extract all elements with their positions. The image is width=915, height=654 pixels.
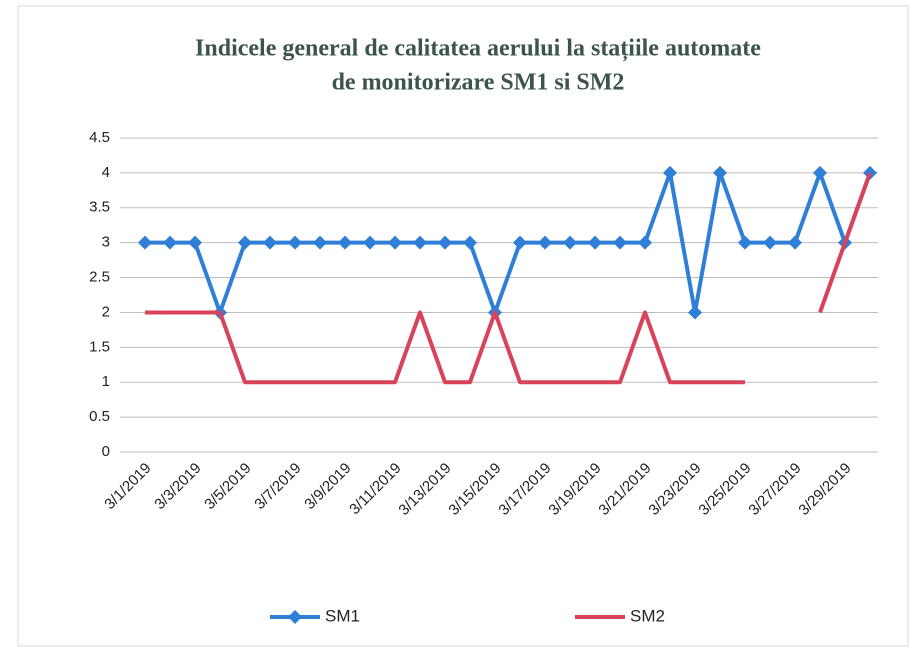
y-tick-label: 3.5 xyxy=(89,199,110,216)
data-point xyxy=(513,235,527,250)
data-point xyxy=(313,235,327,250)
data-point xyxy=(188,235,202,250)
data-point xyxy=(813,165,827,180)
data-point xyxy=(463,235,477,250)
y-tick-label: 2.5 xyxy=(89,269,110,286)
data-point xyxy=(163,235,177,250)
data-point xyxy=(263,235,277,250)
data-point xyxy=(788,235,802,250)
data-point xyxy=(638,235,652,250)
data-point xyxy=(763,235,777,250)
y-tick-label: 4 xyxy=(102,164,110,181)
data-point xyxy=(613,235,627,250)
y-tick-label: 1 xyxy=(102,373,110,390)
data-point xyxy=(563,235,577,250)
data-point xyxy=(138,235,152,250)
data-point xyxy=(588,235,602,250)
chart-title: Indicele general de calitatea aerului la… xyxy=(195,36,761,62)
data-point xyxy=(538,235,552,250)
y-tick-label: 0.5 xyxy=(89,408,110,425)
data-point xyxy=(388,235,402,250)
data-point xyxy=(438,235,452,250)
y-tick-label: 4.5 xyxy=(89,129,110,146)
data-point xyxy=(688,305,702,320)
y-tick-label: 3 xyxy=(102,234,110,251)
y-tick-label: 0 xyxy=(102,443,110,460)
data-point xyxy=(288,235,302,250)
data-point xyxy=(413,235,427,250)
data-point xyxy=(363,235,377,250)
data-point xyxy=(713,165,727,180)
legend-label: SM2 xyxy=(630,606,665,625)
y-tick-label: 1.5 xyxy=(89,338,110,355)
series-line xyxy=(145,310,745,385)
legend-marker xyxy=(288,610,302,624)
data-point xyxy=(238,235,252,250)
y-tick-label: 2 xyxy=(102,303,110,320)
data-point xyxy=(663,165,677,180)
chart-title: de monitorizare SM1 si SM2 xyxy=(332,70,625,96)
legend-label: SM1 xyxy=(325,606,360,625)
data-point xyxy=(738,235,752,250)
series-line xyxy=(818,172,872,314)
chart-frame xyxy=(17,5,909,647)
data-point xyxy=(338,235,352,250)
